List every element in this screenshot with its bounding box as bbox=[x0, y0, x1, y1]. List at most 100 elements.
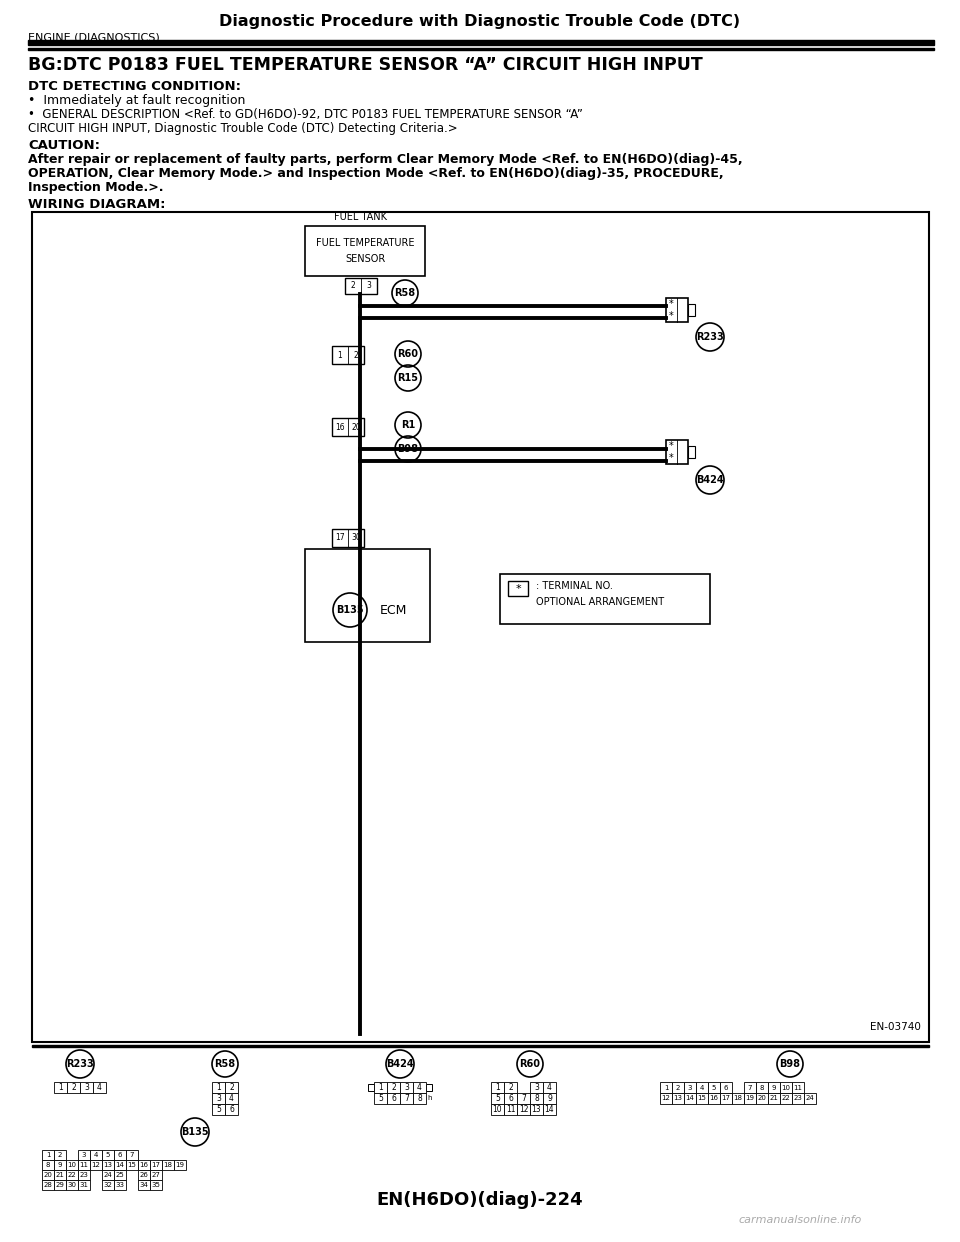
Bar bbox=[78, 1160, 90, 1170]
Text: 7: 7 bbox=[130, 1153, 134, 1158]
Text: 10: 10 bbox=[492, 1105, 502, 1114]
Text: After repair or replacement of faulty parts, perform Clear Memory Mode <Ref. to : After repair or replacement of faulty pa… bbox=[28, 153, 743, 166]
Text: 12: 12 bbox=[91, 1163, 101, 1167]
Bar bbox=[368, 1084, 374, 1090]
Bar bbox=[66, 1170, 78, 1180]
Bar bbox=[543, 1082, 556, 1093]
Text: BG:DTC P0183 FUEL TEMPERATURE SENSOR “A” CIRCUIT HIGH INPUT: BG:DTC P0183 FUEL TEMPERATURE SENSOR “A”… bbox=[28, 56, 703, 75]
Text: 22: 22 bbox=[781, 1095, 790, 1102]
Text: 18: 18 bbox=[733, 1095, 742, 1102]
Bar bbox=[543, 1093, 556, 1104]
Text: •  Immediately at fault recognition: • Immediately at fault recognition bbox=[28, 94, 246, 107]
Text: 19: 19 bbox=[176, 1163, 184, 1167]
Bar bbox=[150, 1170, 162, 1180]
Text: 16: 16 bbox=[139, 1163, 149, 1167]
Text: Diagnostic Procedure with Diagnostic Trouble Code (DTC): Diagnostic Procedure with Diagnostic Tro… bbox=[220, 14, 740, 29]
Text: 1: 1 bbox=[46, 1153, 50, 1158]
Text: 21: 21 bbox=[56, 1172, 64, 1177]
Bar bbox=[688, 446, 695, 458]
Bar bbox=[491, 1104, 504, 1115]
Text: 20: 20 bbox=[351, 422, 361, 431]
Bar bbox=[768, 1082, 780, 1093]
Bar bbox=[508, 581, 528, 596]
Text: FUEL TANK: FUEL TANK bbox=[333, 212, 387, 222]
Bar bbox=[332, 347, 364, 364]
Bar bbox=[114, 1170, 126, 1180]
Bar bbox=[530, 1104, 543, 1115]
Text: 7: 7 bbox=[404, 1094, 409, 1103]
Bar bbox=[530, 1082, 543, 1093]
Bar bbox=[225, 1082, 238, 1093]
Bar bbox=[54, 1180, 66, 1190]
Bar bbox=[504, 1104, 517, 1115]
Text: *: * bbox=[669, 310, 674, 320]
Text: 6: 6 bbox=[391, 1094, 396, 1103]
Text: 9: 9 bbox=[547, 1094, 552, 1103]
Text: 10: 10 bbox=[781, 1084, 790, 1090]
Text: 1: 1 bbox=[59, 1083, 62, 1092]
Text: 23: 23 bbox=[80, 1172, 88, 1177]
Bar bbox=[708, 1093, 720, 1104]
Text: 5: 5 bbox=[216, 1105, 221, 1114]
Text: 5: 5 bbox=[378, 1094, 383, 1103]
Bar bbox=[305, 549, 430, 642]
Text: 2: 2 bbox=[391, 1083, 396, 1092]
Bar bbox=[78, 1170, 90, 1180]
Text: *: * bbox=[669, 441, 674, 451]
Text: 4: 4 bbox=[97, 1083, 102, 1092]
Text: 5: 5 bbox=[495, 1094, 500, 1103]
Text: 23: 23 bbox=[794, 1095, 803, 1102]
Text: 6: 6 bbox=[724, 1084, 729, 1090]
Text: Inspection Mode.>.: Inspection Mode.>. bbox=[28, 181, 163, 194]
Text: 3: 3 bbox=[367, 282, 372, 291]
Text: B424: B424 bbox=[696, 474, 724, 484]
Text: CIRCUIT HIGH INPUT, Diagnostic Trouble Code (DTC) Detecting Criteria.>: CIRCUIT HIGH INPUT, Diagnostic Trouble C… bbox=[28, 122, 458, 135]
Text: 2: 2 bbox=[353, 350, 358, 359]
Text: 2: 2 bbox=[350, 282, 355, 291]
Bar bbox=[688, 304, 695, 315]
Bar bbox=[42, 1150, 54, 1160]
Text: DTC DETECTING CONDITION:: DTC DETECTING CONDITION: bbox=[28, 79, 241, 93]
Bar bbox=[32, 1045, 929, 1047]
Text: 1: 1 bbox=[495, 1083, 500, 1092]
Bar bbox=[696, 1082, 708, 1093]
Text: 2: 2 bbox=[508, 1083, 513, 1092]
Text: 4: 4 bbox=[229, 1094, 234, 1103]
Text: 18: 18 bbox=[163, 1163, 173, 1167]
Text: 33: 33 bbox=[115, 1182, 125, 1189]
Text: 8: 8 bbox=[418, 1094, 421, 1103]
Bar bbox=[114, 1150, 126, 1160]
Bar bbox=[517, 1104, 530, 1115]
Text: 7: 7 bbox=[521, 1094, 526, 1103]
Text: 4: 4 bbox=[700, 1084, 705, 1090]
Text: 6: 6 bbox=[118, 1153, 122, 1158]
Bar bbox=[138, 1170, 150, 1180]
Bar bbox=[78, 1150, 90, 1160]
Bar bbox=[672, 1082, 684, 1093]
Bar bbox=[756, 1093, 768, 1104]
Bar bbox=[400, 1093, 413, 1104]
Bar bbox=[332, 529, 364, 546]
Text: R1: R1 bbox=[401, 420, 415, 430]
Text: 22: 22 bbox=[67, 1172, 77, 1177]
Bar bbox=[174, 1160, 186, 1170]
Text: B98: B98 bbox=[397, 443, 419, 455]
Bar bbox=[332, 419, 364, 436]
Bar bbox=[90, 1150, 102, 1160]
Bar bbox=[138, 1180, 150, 1190]
Bar bbox=[114, 1180, 126, 1190]
Text: 3: 3 bbox=[216, 1094, 221, 1103]
Bar bbox=[374, 1093, 387, 1104]
Bar bbox=[666, 440, 688, 465]
Text: 13: 13 bbox=[104, 1163, 112, 1167]
Text: 16: 16 bbox=[335, 422, 345, 431]
Bar bbox=[54, 1150, 66, 1160]
Bar bbox=[804, 1093, 816, 1104]
Text: 15: 15 bbox=[128, 1163, 136, 1167]
Bar bbox=[720, 1082, 732, 1093]
Bar bbox=[305, 226, 425, 276]
Bar bbox=[792, 1093, 804, 1104]
Text: 5: 5 bbox=[711, 1084, 716, 1090]
Text: 26: 26 bbox=[139, 1172, 149, 1177]
Text: *: * bbox=[669, 453, 674, 463]
